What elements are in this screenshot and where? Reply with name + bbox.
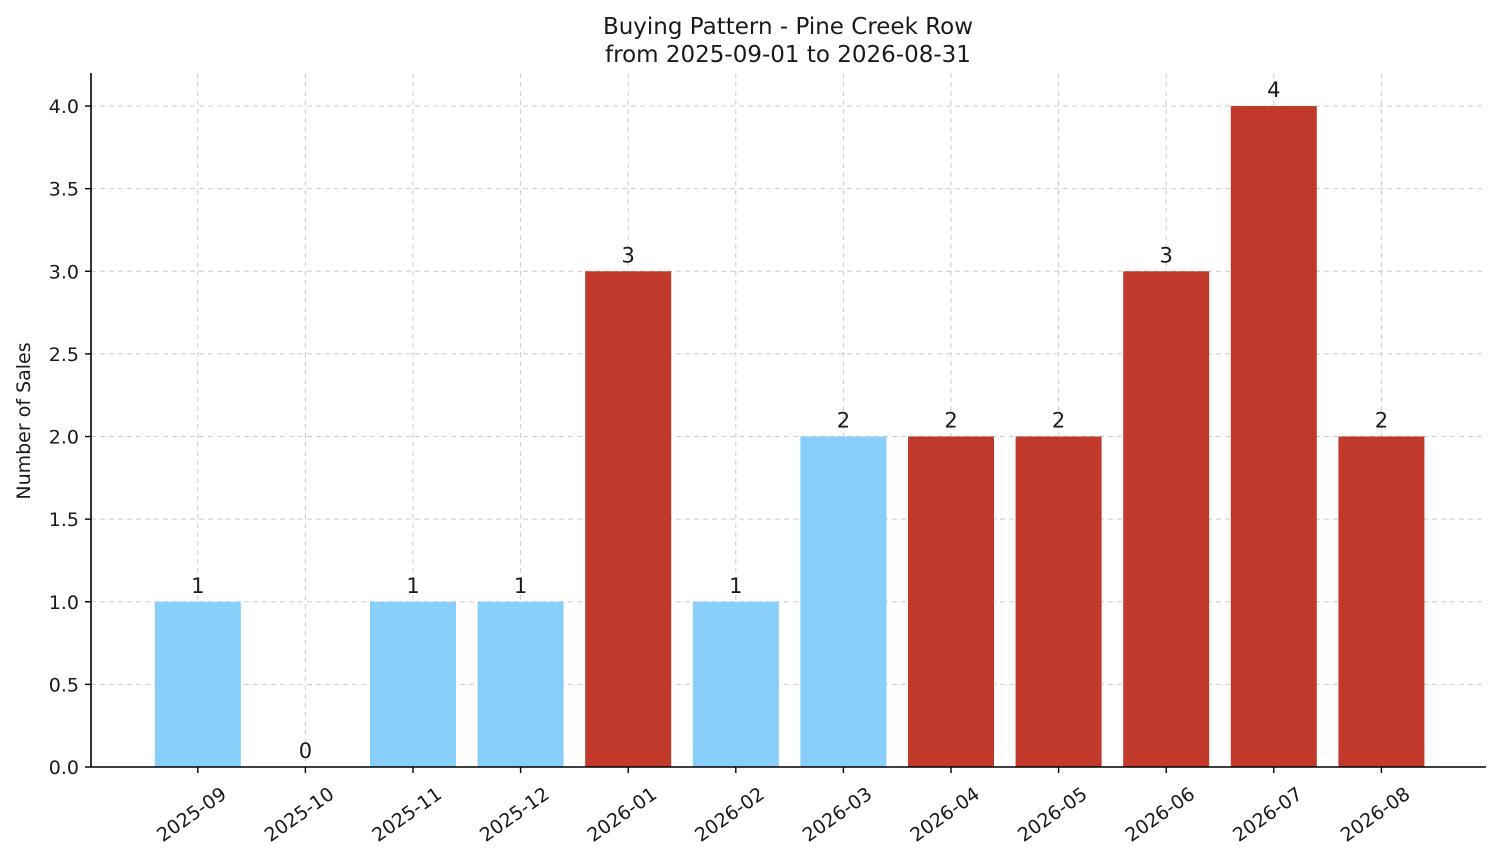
bar-2025-11 (370, 601, 456, 767)
bar-2025-12 (477, 601, 564, 767)
x-tick-label-2025-09: 2025-09 (153, 783, 231, 847)
x-tick-label-2025-11: 2025-11 (368, 783, 446, 847)
chart-subtitle: from 2025-09-01 to 2026-08-31 (605, 42, 971, 68)
x-tick-label-2026-07: 2026-07 (1229, 783, 1307, 847)
bar-2026-02 (692, 601, 779, 767)
bar-layer (154, 106, 1425, 768)
y-tick-label: 4.0 (49, 96, 79, 118)
y-tick-label: 3.5 (49, 179, 79, 201)
y-tick-label: 3.0 (49, 261, 79, 283)
data-label-2026-05: 2 (1052, 409, 1065, 433)
data-label-2025-09: 1 (191, 574, 204, 598)
x-tick-label-2026-02: 2026-02 (691, 783, 769, 847)
bar-2026-08 (1338, 436, 1425, 767)
x-tick-label-2026-08: 2026-08 (1337, 783, 1415, 847)
bar-2026-04 (908, 436, 994, 767)
y-tick-label: 1.0 (49, 592, 79, 614)
y-tick-label: 2.0 (49, 427, 79, 449)
y-tick-label: 2.5 (49, 344, 79, 366)
bar-2026-06 (1123, 271, 1210, 767)
x-tick-label-2026-04: 2026-04 (906, 783, 984, 847)
x-tick-label-2026-05: 2026-05 (1014, 783, 1092, 847)
data-label-2026-03: 2 (837, 409, 850, 433)
data-label-2026-06: 3 (1160, 243, 1173, 267)
data-label-2026-02: 1 (729, 574, 742, 598)
y-tick-label: 0.0 (49, 757, 79, 779)
x-tick-label-2026-03: 2026-03 (799, 783, 877, 847)
x-tick-label-2026-01: 2026-01 (583, 783, 661, 847)
bar-2026-01 (585, 271, 672, 767)
chart-title: Buying Pattern - Pine Creek Row (603, 14, 973, 40)
bar-2026-03 (800, 436, 887, 767)
bar-2025-09 (154, 601, 241, 767)
bar-2026-07 (1230, 106, 1317, 768)
data-label-2026-07: 4 (1267, 78, 1280, 102)
data-label-2026-01: 3 (622, 243, 635, 267)
y-tick-label: 1.5 (49, 509, 79, 531)
y-axis-label: Number of Sales (13, 342, 35, 499)
x-tick-label-2025-12: 2025-12 (476, 783, 554, 847)
data-label-2025-10: 0 (299, 739, 312, 763)
bar-2026-05 (1015, 436, 1102, 767)
data-label-2025-11: 1 (406, 574, 419, 598)
x-tick-label-2025-10: 2025-10 (261, 783, 339, 847)
data-label-2026-08: 2 (1375, 409, 1388, 433)
label-layer: 1 0 1 1 3 1 2 2 2 3 4 2 (191, 78, 1388, 763)
data-label-2026-04: 2 (944, 409, 957, 433)
y-tick-label: 0.5 (49, 674, 79, 696)
x-tick-label-2026-06: 2026-06 (1121, 783, 1199, 847)
data-label-2025-12: 1 (514, 574, 527, 598)
